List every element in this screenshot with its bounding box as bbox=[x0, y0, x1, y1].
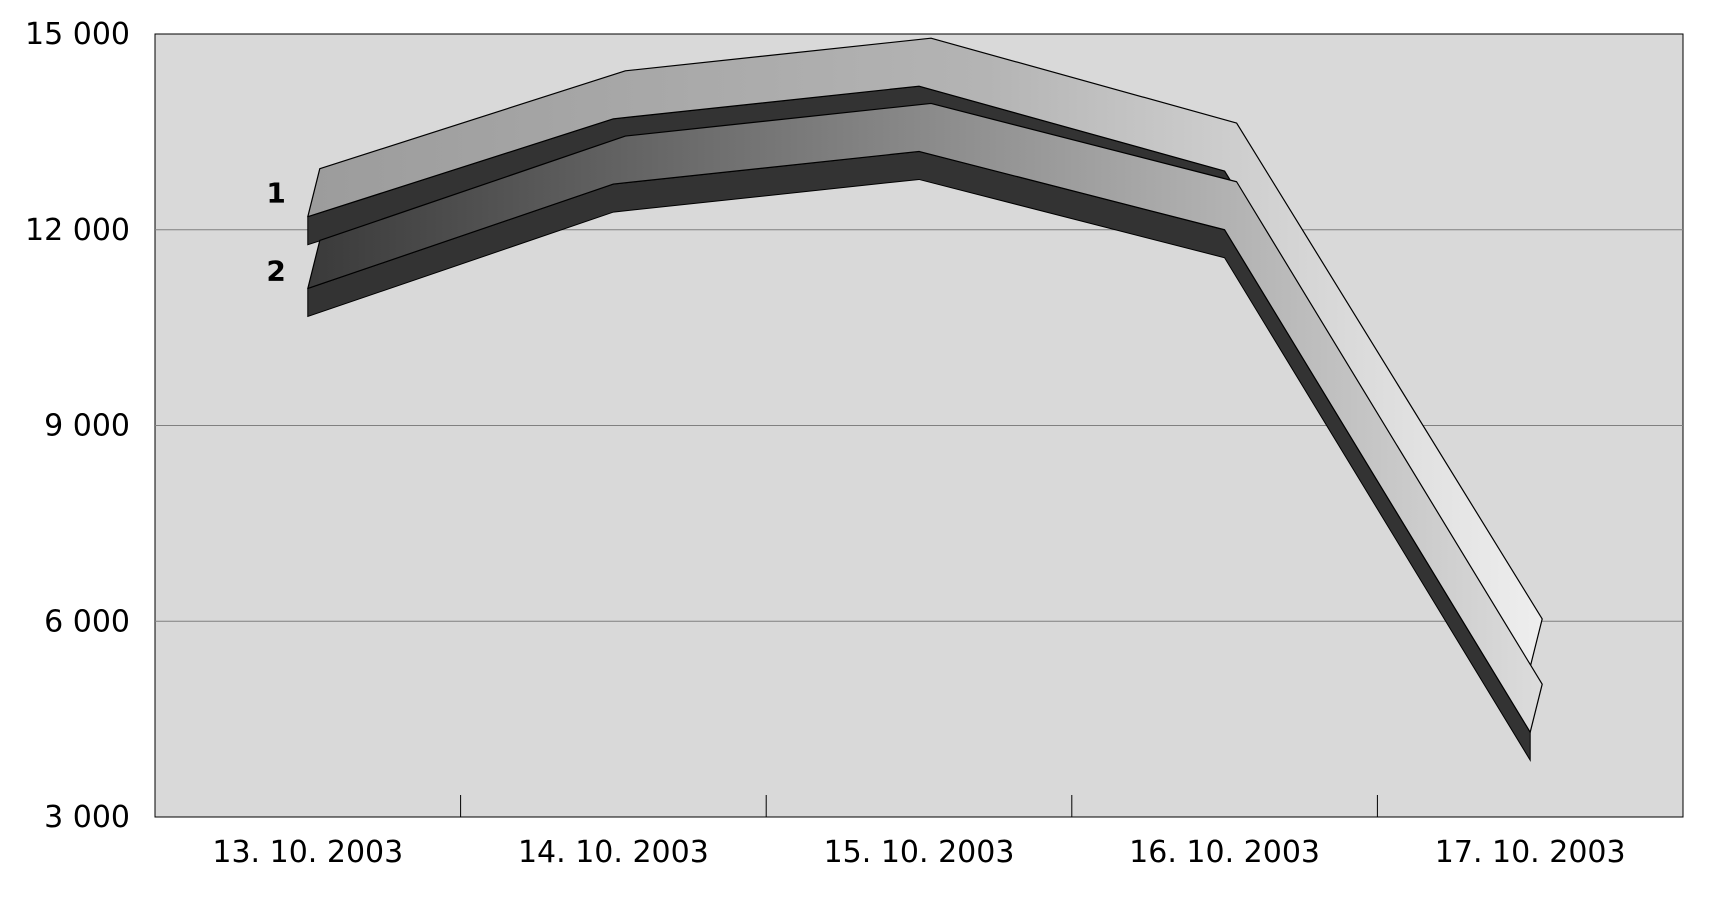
series-label-1: 1 bbox=[266, 177, 285, 210]
series-label-2: 2 bbox=[266, 254, 285, 287]
y-tick-label: 6 000 bbox=[44, 604, 130, 639]
x-tick-label: 17. 10. 2003 bbox=[1435, 835, 1626, 870]
series-ribbon-top bbox=[307, 37, 1543, 668]
series-ribbon-top bbox=[307, 102, 1543, 733]
x-tick-label: 14. 10. 2003 bbox=[518, 835, 709, 870]
y-tick-label: 3 000 bbox=[44, 800, 130, 835]
x-tick-label: 15. 10. 2003 bbox=[824, 835, 1015, 870]
y-tick-label: 9 000 bbox=[44, 409, 130, 444]
y-tick-label: 15 000 bbox=[25, 17, 130, 52]
x-tick-label: 13. 10. 2003 bbox=[212, 835, 403, 870]
y-tick-label: 12 000 bbox=[25, 213, 130, 248]
series-2 bbox=[307, 102, 1543, 762]
x-tick-label: 16. 10. 2003 bbox=[1129, 835, 1320, 870]
